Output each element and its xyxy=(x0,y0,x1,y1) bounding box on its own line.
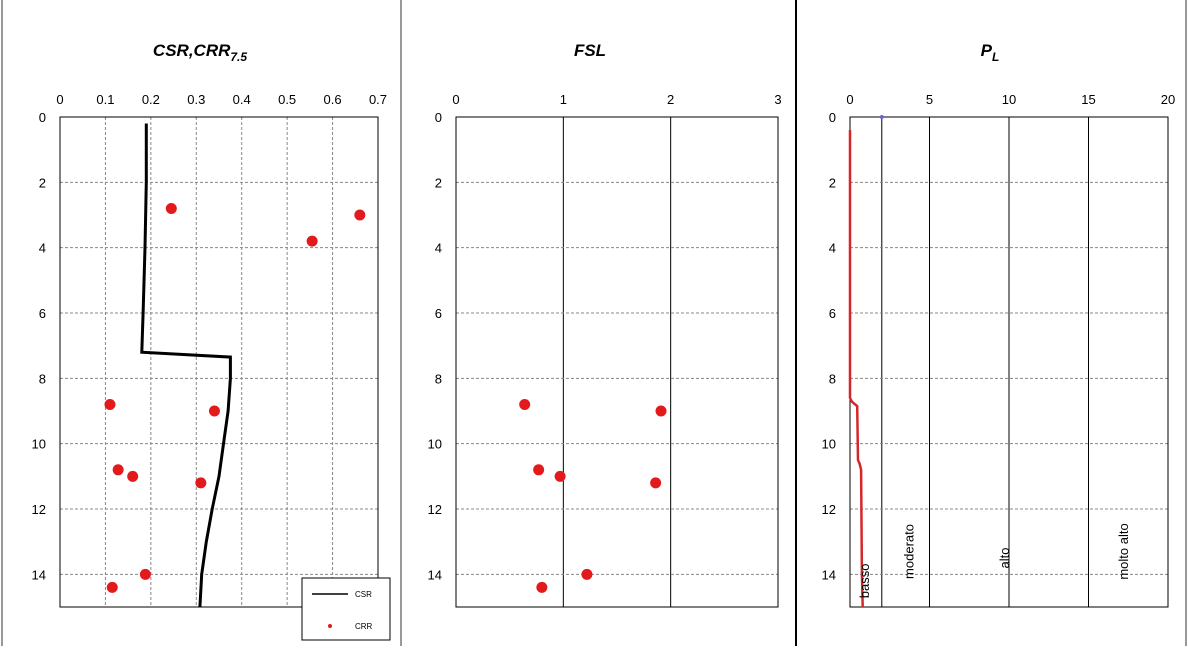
panel-2-series xyxy=(519,398,667,593)
x-tick-label: 5 xyxy=(926,92,933,107)
y-tick-label: 10 xyxy=(428,437,442,452)
panel-1-plot-frame xyxy=(59,116,379,608)
panel-3-y-tick-labels: 0 2 4 6 8 10 12 14 xyxy=(822,110,836,582)
panel-1-title: CSR,CRR7.5 xyxy=(153,41,247,64)
legend-crr-label: CRR xyxy=(355,622,373,631)
fsl-point xyxy=(536,581,548,593)
panel-3-title: PL xyxy=(981,41,1000,64)
panel-2-title: FSL xyxy=(574,41,606,60)
csr-line xyxy=(140,123,232,608)
pl-origin-marker xyxy=(879,115,884,119)
y-tick-label: 12 xyxy=(32,502,46,517)
y-tick-label: 6 xyxy=(829,306,836,321)
crr-point xyxy=(106,581,118,593)
pl-line xyxy=(848,130,864,608)
panel-3-series xyxy=(848,115,884,608)
zone-label: basso xyxy=(857,564,872,599)
panel-3-title-subscript: L xyxy=(992,50,999,64)
panel-1-series xyxy=(104,123,366,608)
x-tick-label: 2 xyxy=(667,92,674,107)
zone-label: molto alto xyxy=(1116,523,1131,579)
crr-point xyxy=(354,209,366,221)
y-tick-label: 2 xyxy=(39,175,46,190)
panel-3-title-main: P xyxy=(981,41,993,60)
panel-1-title-main: CSR,CRR xyxy=(153,41,231,60)
fsl-point xyxy=(581,568,593,580)
y-tick-label: 10 xyxy=(822,437,836,452)
x-tick-label: 3 xyxy=(774,92,781,107)
y-tick-label: 0 xyxy=(829,110,836,125)
x-tick-label: 0.4 xyxy=(233,92,251,107)
panel-csr-crr: CSR,CRR7.5 0 0.1 0.2 0.3 0.4 0.5 0.6 0.7 0 2 4 6 8 1… xyxy=(32,41,391,641)
x-tick-label: 1 xyxy=(560,92,567,107)
y-tick-label: 6 xyxy=(39,306,46,321)
crr-point xyxy=(104,398,116,410)
y-tick-label: 2 xyxy=(435,175,442,190)
panel-pl: PL 0 5 10 15 20 0 2 4 6 8 10 12 14 basso moderato alt… xyxy=(822,41,1175,608)
panel-3-gridlines xyxy=(850,117,1168,607)
crr-point xyxy=(306,235,318,247)
y-tick-label: 10 xyxy=(32,437,46,452)
panel-1-legend: CSR CRR xyxy=(301,577,391,641)
panel-1-x-tick-labels: 0 0.1 0.2 0.3 0.4 0.5 0.6 0.7 xyxy=(56,92,387,107)
x-tick-label: 0.5 xyxy=(278,92,296,107)
x-tick-label: 15 xyxy=(1081,92,1095,107)
x-tick-label: 20 xyxy=(1161,92,1175,107)
y-tick-label: 8 xyxy=(829,371,836,386)
y-tick-label: 6 xyxy=(435,306,442,321)
y-tick-label: 8 xyxy=(435,371,442,386)
fsl-point xyxy=(533,464,545,476)
y-tick-label: 0 xyxy=(39,110,46,125)
x-tick-label: 0 xyxy=(846,92,853,107)
x-tick-label: 0.3 xyxy=(187,92,205,107)
crr-point xyxy=(139,568,151,580)
crr-point xyxy=(165,202,177,214)
x-tick-label: 0 xyxy=(56,92,63,107)
y-tick-label: 0 xyxy=(435,110,442,125)
y-tick-label: 12 xyxy=(822,502,836,517)
y-tick-label: 12 xyxy=(428,502,442,517)
panel-2-y-tick-labels: 0 2 4 6 8 10 12 14 xyxy=(428,110,442,582)
fsl-point xyxy=(554,470,566,482)
y-tick-label: 14 xyxy=(428,567,442,582)
panel-1-y-tick-labels: 0 2 4 6 8 10 12 14 xyxy=(32,110,46,582)
crr-point xyxy=(195,477,207,489)
x-tick-label: 0.2 xyxy=(142,92,160,107)
crr-point xyxy=(112,464,124,476)
crr-point xyxy=(208,405,220,417)
fsl-point xyxy=(650,477,662,489)
y-tick-label: 4 xyxy=(829,241,836,256)
fsl-point xyxy=(655,405,667,417)
y-tick-label: 8 xyxy=(39,371,46,386)
panel-1-title-subscript: 7.5 xyxy=(230,50,247,64)
y-tick-label: 14 xyxy=(822,567,836,582)
panel-2-plot-frame xyxy=(455,116,779,608)
x-tick-label: 0.7 xyxy=(369,92,387,107)
panel-2-gridlines xyxy=(456,117,778,607)
x-tick-label: 0.1 xyxy=(96,92,114,107)
legend-box xyxy=(301,577,391,641)
y-tick-label: 14 xyxy=(32,567,46,582)
panel-3-x-tick-labels: 0 5 10 15 20 xyxy=(846,92,1175,107)
panel-3-zone-labels: basso moderato alto molto alto xyxy=(857,523,1131,598)
x-tick-label: 0 xyxy=(452,92,459,107)
y-tick-label: 4 xyxy=(435,241,442,256)
x-tick-label: 10 xyxy=(1002,92,1016,107)
x-tick-label: 0.6 xyxy=(324,92,342,107)
zone-label: alto xyxy=(997,548,1012,569)
crr-point xyxy=(127,470,139,482)
legend-csr-label: CSR xyxy=(355,590,372,599)
legend-crr-swatch xyxy=(328,624,332,628)
panel-1-gridlines xyxy=(60,117,378,607)
fsl-point xyxy=(519,398,531,410)
panel-2-x-tick-labels: 0 1 2 3 xyxy=(452,92,781,107)
zone-label: moderato xyxy=(902,524,917,579)
y-tick-label: 2 xyxy=(829,175,836,190)
y-tick-label: 4 xyxy=(39,241,46,256)
